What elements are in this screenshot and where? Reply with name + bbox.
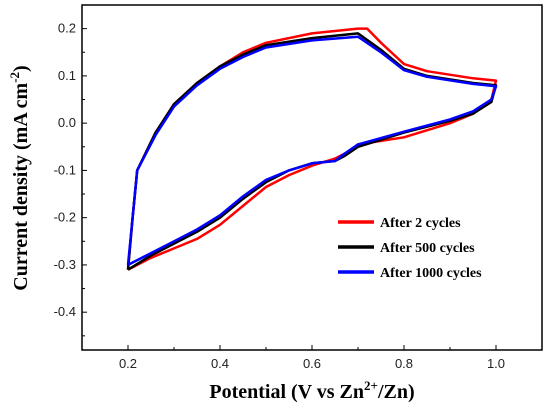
x-tick-label: 1.0 (487, 356, 505, 371)
series-line-2 (126, 32, 498, 271)
series-line-1 (126, 27, 498, 271)
series-layer (126, 27, 498, 271)
legend-label: After 2 cycles (380, 216, 461, 231)
y-tick-label: 0.1 (58, 68, 76, 83)
x-tick-label: 0.8 (395, 356, 413, 371)
x-tick-label: 0.6 (303, 356, 321, 371)
x-tick-label: 0.4 (211, 356, 229, 371)
series-line-3 (126, 35, 498, 267)
y-tick-label: 0.2 (58, 21, 76, 36)
x-axis-title: Potential (V vs Zn2+/Zn) (209, 378, 414, 403)
y-tick-label: -0.3 (54, 257, 76, 272)
x-tick-label: 0.2 (119, 356, 137, 371)
y-tick-label: -0.2 (54, 210, 76, 225)
y-tick-label: 0.0 (58, 115, 76, 130)
legend-label: After 1000 cycles (380, 266, 482, 281)
plot-frame (81, 4, 543, 351)
y-tick-label: -0.1 (54, 162, 76, 177)
y-axis-title: Current density (mA cm-2) (7, 65, 32, 290)
legend-label: After 500 cycles (380, 241, 475, 256)
legend: After 2 cycles After 500 cycles After 1000… (338, 216, 482, 281)
y-tick-label: -0.4 (54, 304, 76, 319)
ticks-layer: 0.2 0.4 0.6 0.8 1.0 -0.4 -0.3 -0.2 -0.1 0.0 0.1 0.2 (54, 21, 543, 371)
